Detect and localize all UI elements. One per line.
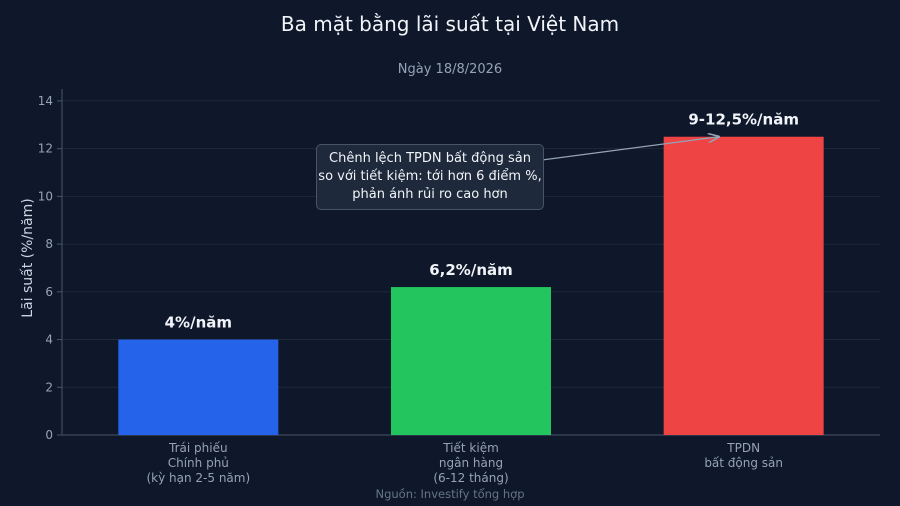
x-tick-label: Trái phiếu: [168, 441, 228, 455]
data-label: 9-12,5%/năm: [688, 111, 799, 129]
x-tick-label: Chính phủ: [168, 456, 229, 470]
y-tick-label: 0: [45, 428, 53, 442]
annotation-line: phản ánh rủi ro cao hơn: [352, 187, 508, 202]
data-label: 6,2%/năm: [429, 261, 513, 279]
chart-title: Ba mặt bằng lãi suất tại Việt Nam: [280, 12, 620, 36]
bar: [663, 136, 824, 436]
x-tick-label: bất động sản: [704, 456, 783, 470]
y-tick-label: 14: [38, 94, 53, 108]
data-label: 4%/năm: [165, 314, 232, 332]
x-tick-label: Tiết kiệm: [442, 441, 499, 455]
y-axis-label: Lãi suất (%/năm): [20, 198, 36, 318]
x-tick-label: TPDN: [726, 441, 760, 455]
chart-subtitle: Ngày 18/8/2026: [397, 62, 503, 77]
y-tick-label: 10: [38, 189, 53, 203]
x-tick-label: (6-12 tháng): [433, 471, 508, 485]
x-tick-label: (kỳ hạn 2-5 năm): [146, 471, 250, 485]
annotation-line: so với tiết kiệm: tới hơn 6 điểm %,: [318, 169, 542, 184]
annotation-box: Chênh lệch TPDN bất động sản so với tiết…: [316, 144, 544, 210]
y-tick-label: 12: [38, 142, 53, 156]
bar: [391, 287, 551, 435]
x-tick-label: ngân hàng: [439, 456, 503, 470]
bar: [118, 339, 279, 435]
annotation-line: Chênh lệch TPDN bất động sản: [329, 151, 531, 166]
source-note: Nguồn: Investify tổng hợp: [375, 487, 525, 501]
y-tick-label: 2: [45, 380, 53, 394]
y-tick-label: 4: [45, 333, 53, 347]
annotation-arrow: [541, 137, 719, 161]
y-tick-label: 6: [45, 285, 53, 299]
y-tick-label: 8: [45, 237, 53, 251]
